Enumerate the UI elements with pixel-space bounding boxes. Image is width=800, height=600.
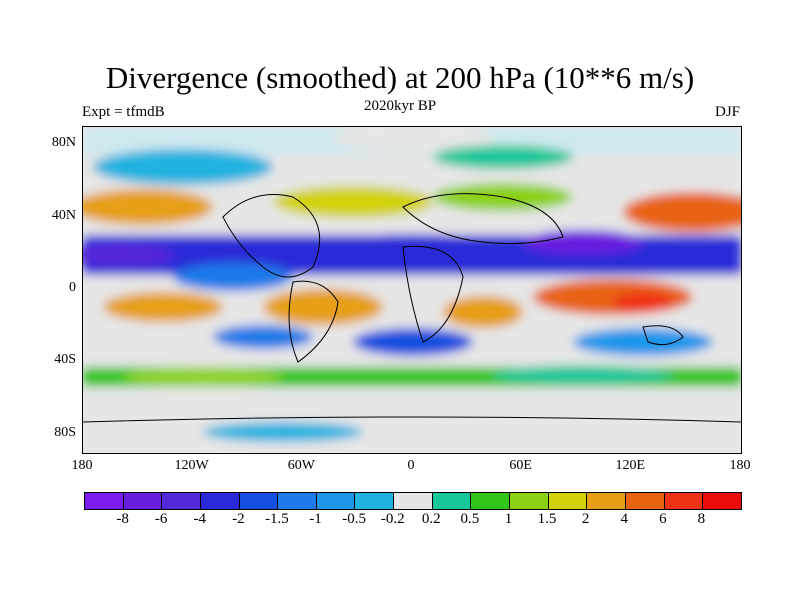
experiment-label: Expt = tfmdB — [82, 104, 165, 120]
map-panel — [82, 126, 742, 454]
colorbar-swatch — [625, 493, 665, 509]
y-tick-label: 0 — [69, 280, 76, 295]
colorbar-label: -6 — [154, 511, 168, 527]
colorbar-label: 1.5 — [537, 511, 557, 527]
colorbar-swatch — [123, 493, 163, 509]
colorbar-swatch — [394, 493, 433, 509]
colorbar-swatch — [587, 493, 626, 509]
coastlines — [83, 193, 741, 423]
y-tick-label: 40N — [51, 207, 76, 223]
colorbar-swatch — [85, 493, 124, 509]
colorbar-swatch — [200, 493, 240, 509]
x-tick-label: 120E — [615, 458, 646, 473]
x-tick-label: 0 — [407, 458, 415, 473]
colorbar-swatch — [703, 493, 741, 509]
x-tick-label: 60E — [509, 458, 532, 473]
x-tick-label: 180 — [71, 458, 93, 473]
y-tick-label: 80N — [51, 135, 76, 151]
divergence-field — [83, 127, 741, 453]
colorbar-swatch — [664, 493, 704, 509]
colorbar-label: -1.5 — [265, 511, 289, 527]
colorbar-label: 0.2 — [421, 511, 441, 527]
map-field — [83, 127, 741, 453]
x-tick-label: 180 — [729, 458, 751, 473]
season-label: DJF — [714, 104, 740, 120]
plot-subtitle: 2020kyr BP — [363, 98, 437, 114]
colorbar — [84, 492, 742, 510]
colorbar-swatch — [162, 493, 201, 509]
colorbar-label: 4 — [620, 511, 628, 527]
x-tick-label: 60W — [287, 458, 315, 473]
colorbar-swatch — [471, 493, 511, 509]
colorbar-label: 6 — [659, 511, 667, 527]
colorbar-label: 1 — [504, 511, 513, 527]
x-tick-label: 120W — [174, 458, 209, 473]
colorbar-label: 2 — [581, 511, 590, 527]
colorbar-label: -1 — [309, 511, 322, 527]
colorbar-label: 0.5 — [460, 511, 480, 527]
colorbar-swatch — [510, 493, 549, 509]
colorbar-swatch — [278, 493, 317, 509]
colorbar-label: -2 — [232, 511, 245, 527]
colorbar-label: 8 — [697, 511, 706, 527]
colorbar-swatch — [355, 493, 395, 509]
plot-title: Divergence (smoothed) at 200 hPa (10**6 … — [105, 60, 695, 95]
colorbar-swatch — [548, 493, 588, 509]
colorbar-swatch — [432, 493, 472, 509]
colorbar-swatch — [239, 493, 279, 509]
y-tick-label: 80S — [54, 424, 76, 440]
colorbar-swatch — [316, 493, 356, 509]
colorbar-label: -0.5 — [342, 511, 366, 527]
colorbar-label: -8 — [116, 511, 129, 527]
colorbar-label: -0.2 — [380, 511, 405, 527]
colorbar-label: -4 — [193, 511, 207, 527]
y-tick-label: 40S — [54, 352, 76, 368]
